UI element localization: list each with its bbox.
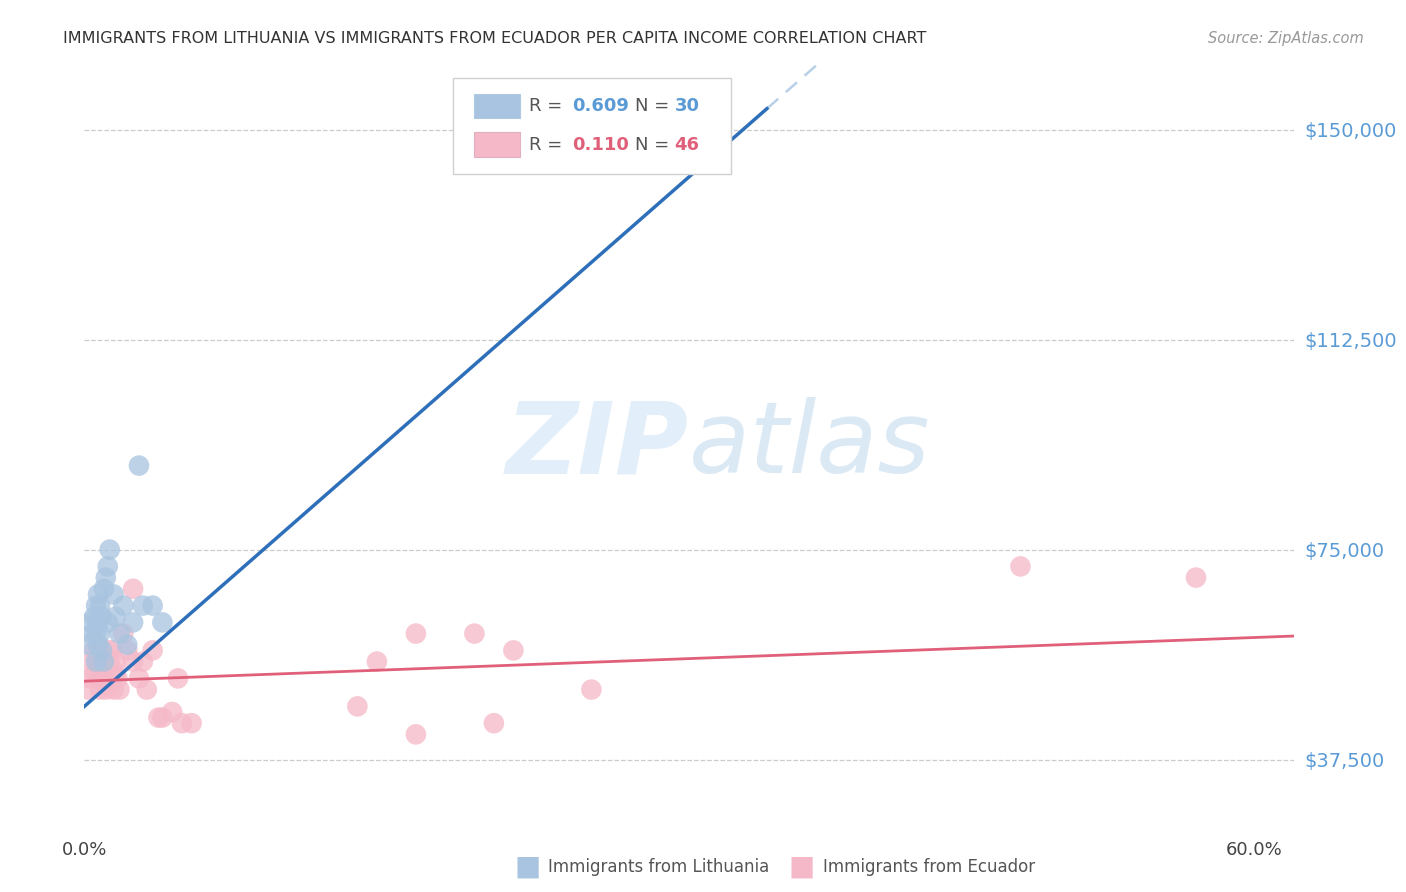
Text: 30: 30 bbox=[675, 97, 699, 115]
Point bbox=[103, 587, 125, 601]
Point bbox=[89, 660, 111, 674]
Point bbox=[94, 682, 117, 697]
Point bbox=[97, 559, 120, 574]
Point bbox=[135, 682, 157, 697]
Point bbox=[132, 655, 155, 669]
Point bbox=[112, 626, 135, 640]
Point bbox=[97, 615, 120, 630]
Point bbox=[160, 705, 183, 719]
Point bbox=[87, 638, 110, 652]
Point bbox=[79, 615, 101, 630]
Point bbox=[100, 643, 122, 657]
Point bbox=[122, 615, 145, 630]
Point bbox=[108, 626, 131, 640]
Text: IMMIGRANTS FROM LITHUANIA VS IMMIGRANTS FROM ECUADOR PER CAPITA INCOME CORRELATI: IMMIGRANTS FROM LITHUANIA VS IMMIGRANTS … bbox=[63, 31, 927, 46]
Point bbox=[93, 665, 115, 680]
Point bbox=[98, 542, 121, 557]
FancyBboxPatch shape bbox=[474, 94, 520, 119]
Point bbox=[83, 665, 105, 680]
Point bbox=[112, 599, 135, 613]
Point bbox=[89, 599, 111, 613]
Point bbox=[82, 655, 104, 669]
Point bbox=[366, 655, 388, 669]
Point bbox=[1185, 571, 1208, 585]
Point bbox=[84, 626, 107, 640]
Text: 0.110: 0.110 bbox=[572, 136, 628, 154]
Point bbox=[150, 710, 173, 724]
Point bbox=[90, 672, 112, 686]
Point bbox=[77, 682, 100, 697]
Point bbox=[87, 615, 110, 630]
Point bbox=[87, 638, 110, 652]
Point bbox=[79, 672, 101, 686]
Point bbox=[142, 643, 165, 657]
Point bbox=[89, 682, 111, 697]
Point bbox=[90, 609, 112, 624]
Point bbox=[167, 672, 190, 686]
Point bbox=[87, 587, 110, 601]
Point bbox=[150, 615, 173, 630]
Point bbox=[128, 672, 150, 686]
Point bbox=[77, 638, 100, 652]
Text: ZIP: ZIP bbox=[506, 398, 689, 494]
Text: Immigrants from Lithuania: Immigrants from Lithuania bbox=[548, 858, 769, 876]
Point bbox=[90, 643, 112, 657]
Point bbox=[108, 682, 131, 697]
Text: ■: ■ bbox=[789, 853, 814, 881]
Point bbox=[122, 582, 145, 596]
Point bbox=[98, 655, 121, 669]
FancyBboxPatch shape bbox=[453, 78, 731, 174]
Point bbox=[132, 599, 155, 613]
Point bbox=[142, 599, 165, 613]
Text: N =: N = bbox=[634, 97, 675, 115]
Point bbox=[107, 672, 129, 686]
Point bbox=[1010, 559, 1032, 574]
Text: N =: N = bbox=[634, 136, 675, 154]
Point bbox=[89, 626, 111, 640]
FancyBboxPatch shape bbox=[474, 132, 520, 157]
Point bbox=[117, 638, 139, 652]
Point bbox=[502, 643, 524, 657]
Point bbox=[482, 716, 505, 731]
Point bbox=[93, 582, 115, 596]
Text: R =: R = bbox=[529, 97, 568, 115]
Text: Immigrants from Ecuador: Immigrants from Ecuador bbox=[823, 858, 1035, 876]
Point bbox=[97, 643, 120, 657]
Text: R =: R = bbox=[529, 136, 574, 154]
Point bbox=[104, 655, 127, 669]
Point bbox=[94, 571, 117, 585]
Point bbox=[82, 626, 104, 640]
Point bbox=[117, 643, 139, 657]
Point bbox=[148, 710, 170, 724]
Point bbox=[87, 672, 110, 686]
Point bbox=[104, 665, 127, 680]
Point bbox=[84, 655, 107, 669]
Point bbox=[170, 716, 193, 731]
Point bbox=[463, 626, 485, 640]
Point bbox=[180, 716, 202, 731]
Point bbox=[93, 655, 115, 669]
Point bbox=[83, 609, 105, 624]
Point bbox=[93, 655, 115, 669]
Point bbox=[405, 727, 427, 741]
Text: Source: ZipAtlas.com: Source: ZipAtlas.com bbox=[1208, 31, 1364, 46]
Point bbox=[581, 682, 603, 697]
Point bbox=[84, 655, 107, 669]
Point bbox=[103, 682, 125, 697]
Point bbox=[83, 643, 105, 657]
Text: ■: ■ bbox=[515, 853, 540, 881]
Text: 46: 46 bbox=[675, 136, 699, 154]
Text: atlas: atlas bbox=[689, 398, 931, 494]
Point bbox=[128, 458, 150, 473]
Point bbox=[104, 609, 127, 624]
Point bbox=[405, 626, 427, 640]
Point bbox=[84, 599, 107, 613]
Text: 0.609: 0.609 bbox=[572, 97, 628, 115]
Point bbox=[346, 699, 368, 714]
Point bbox=[122, 655, 145, 669]
